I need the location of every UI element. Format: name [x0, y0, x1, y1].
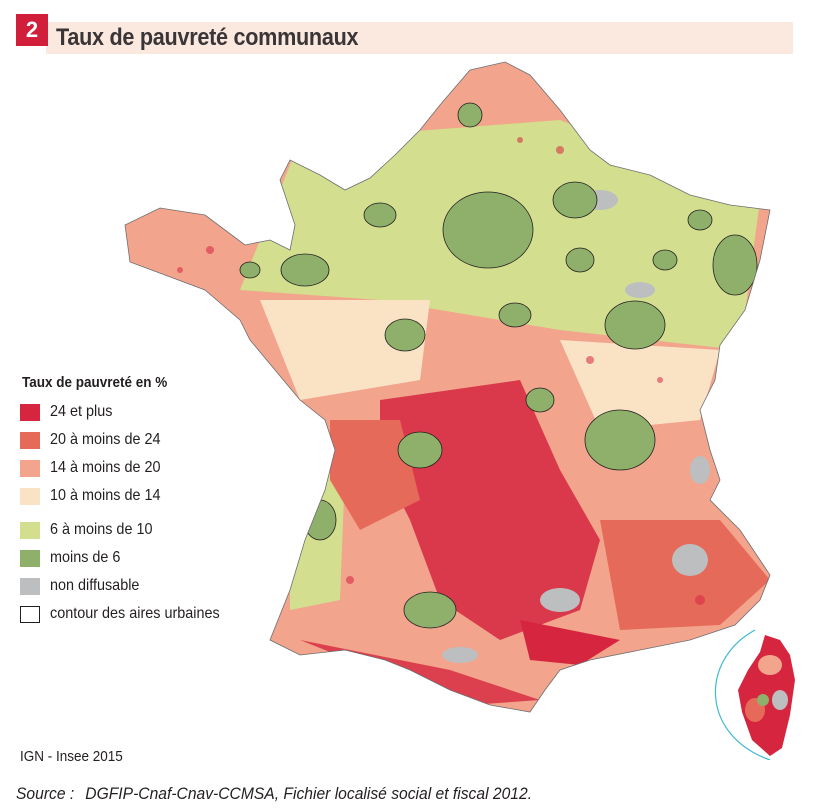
- map-area: [0, 60, 815, 761]
- legend-item-non-diffusable: non diffusable: [20, 572, 260, 600]
- legend-swatch-outline: [20, 605, 40, 623]
- map-legend: Taux de pauvreté en % 24 et plus 20 à mo…: [20, 374, 260, 628]
- legend-label: 24 et plus: [50, 403, 113, 420]
- legend-title: Taux de pauvreté en %: [22, 374, 168, 391]
- legend-item-10-14: 10 à moins de 14: [20, 482, 260, 510]
- legend-label: 14 à moins de 20: [50, 459, 161, 476]
- legend-label: moins de 6: [50, 549, 121, 566]
- legend-item-urban-outline: contour des aires urbaines: [20, 600, 260, 628]
- legend-item-14-20: 14 à moins de 20: [20, 454, 260, 482]
- legend-item-6-10: 6 à moins de 10: [20, 516, 260, 544]
- legend-label: contour des aires urbaines: [50, 605, 220, 622]
- source-prefix: Source :: [16, 784, 75, 803]
- france-poverty-map: [124, 61, 795, 761]
- legend-item-20-24: 20 à moins de 24: [20, 426, 260, 454]
- legend-item-under-6: moins de 6: [20, 544, 260, 572]
- legend-swatch: [20, 577, 40, 595]
- corsica-choropleth: [738, 635, 795, 756]
- source-line: Source : DGFIP-Cnaf-Cnav-CCMSA, Fichier l…: [16, 784, 532, 804]
- mainland-outline: [124, 61, 771, 713]
- map-credit: IGN - Insee 2015: [20, 748, 123, 765]
- legend-swatch: [20, 403, 40, 421]
- figure-title: Taux de pauvreté communaux: [56, 24, 359, 51]
- figure-number-badge: 2: [16, 14, 48, 46]
- title-background: [46, 22, 793, 54]
- legend-item-24-plus: 24 et plus: [20, 398, 260, 426]
- legend-swatch: [20, 549, 40, 567]
- source-text: DGFIP-Cnaf-Cnav-CCMSA, Fichier localisé …: [85, 784, 533, 803]
- legend-label: 20 à moins de 24: [50, 431, 161, 448]
- legend-swatch: [20, 431, 40, 449]
- legend-swatch: [20, 459, 40, 477]
- corsica-inset-frame: [714, 629, 771, 761]
- legend-label: 6 à moins de 10: [50, 521, 153, 538]
- legend-swatch: [20, 487, 40, 505]
- figure-header: 2 Taux de pauvreté communaux: [16, 14, 793, 54]
- legend-label: non diffusable: [50, 577, 140, 594]
- legend-swatch: [20, 521, 40, 539]
- legend-label: 10 à moins de 14: [50, 487, 161, 504]
